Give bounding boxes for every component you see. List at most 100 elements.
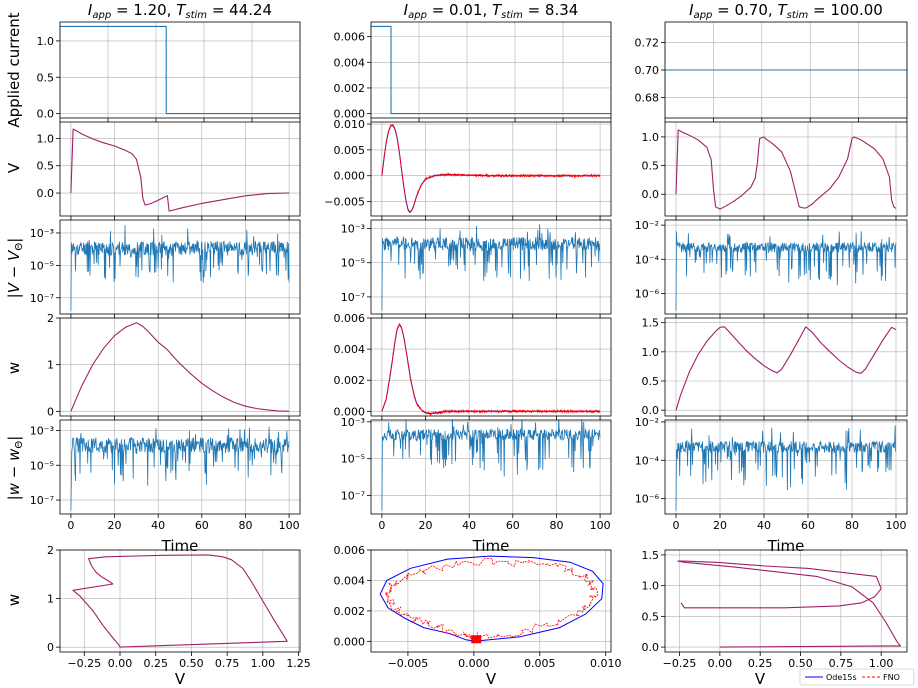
xlabel-time-3: Time [767,537,805,555]
panel-verr-1: 10⁻³ 10⁻⁵ 10⁻⁷ [30,219,301,318]
y-tick-label: 0.0 [642,404,660,417]
y-tick-label: 10⁻³ [341,223,365,236]
y-tick-label: 10⁻⁶ [635,287,660,300]
y-tick-label: 0.5 [642,160,660,173]
column-title-2: Iapp = 0.01, Tstim = 8.34 [404,1,579,21]
axes-frame [370,121,612,217]
axes-frame [664,317,908,417]
x-tick-label: 0.005 [524,657,556,670]
panel-phase-3: −0.25 0.00 0.25 0.50 0.75 1.00 0.0 0.5 1.0 1.5 [642,549,908,670]
x-tick-label: 0.50 [788,657,813,670]
plot-area [70,128,290,212]
error-series [675,425,897,511]
error-series [381,224,601,311]
x-tick-label: −0.25 [67,657,101,670]
panel-w-1: 0 1 2 [47,312,301,420]
y-tick-label: 0.5 [37,160,55,173]
x-tick-label: 0 [673,519,680,532]
axes-frame [664,219,908,315]
y-tick-label: 10⁻² [635,219,659,232]
plot-area [381,124,601,214]
xlabel-time-2: Time [472,537,510,555]
panel-current-3: 0.68 0.70 0.72 [635,21,908,122]
error-series [70,225,290,311]
x-tick-label: 0.75 [215,657,240,670]
panel-verr-3: 10⁻² 10⁻⁴ 10⁻⁶ [635,219,908,318]
panel-grid: 0.0 0.5 1.0 0.0000.0020.0040.0060.680.700.7… [30,21,908,670]
y-tick-label: 0.0 [642,188,660,201]
xlabel-phase-v-1: V [175,670,186,688]
y-tick-label: 10⁻⁵ [341,257,365,270]
y-tick-label: 10⁻⁵ [30,459,54,472]
error-series [70,426,290,511]
series-ode15s [381,323,601,415]
series-line [72,554,288,648]
y-tick-label: 0.002 [334,82,366,95]
panel-phase-1: −0.25 0.00 0.25 0.50 0.75 1.00 1.25 0 1 2 [47,544,311,670]
y-tick-label: 1 [47,359,54,372]
plot-area [70,225,290,311]
series-fno [381,323,601,416]
fno-cluster [471,635,482,644]
y-tick-label: 0.006 [334,31,366,44]
series-line [371,25,611,115]
ylabel-w-error: |w − wΘ| [5,436,25,501]
plot-area [677,560,902,648]
x-tick-label: 100 [279,519,300,532]
y-tick-label: 0.002 [334,605,366,618]
series-line [70,128,290,212]
x-tick-label: 0.75 [829,657,854,670]
x-tick-label: 20 [713,519,727,532]
series-line [70,322,290,412]
axes-frame [59,549,301,653]
panel-v-1: 0.0 0.5 1.0 [37,121,301,220]
axes-frame [59,419,301,515]
series-line [675,326,897,411]
panel-werr-1: 0 20 40 60 80 100 10⁻³ 10⁻⁵ 10⁻⁷ [30,419,301,532]
x-tick-label: 1.25 [286,657,311,670]
axes-frame [664,21,908,119]
series-line [60,25,300,115]
y-tick-label: 0.006 [334,312,366,325]
y-tick-label: 0.0 [37,108,55,121]
plot-area [60,25,300,115]
y-tick-label: 1.0 [642,131,660,144]
x-tick-label: 80 [845,519,859,532]
x-tick-label: 40 [462,519,476,532]
ylabel-w: w [5,362,23,374]
axes-frame [59,21,301,119]
plot-area [675,425,897,511]
plot-area [381,420,601,511]
panel-current-2: 0.000 0.002 0.004 0.006 [334,21,612,122]
panel-w-3: 0.0 0.5 1.0 1.5 [642,317,908,420]
x-tick-label: 0.25 [748,657,773,670]
y-tick-label: 1 [47,593,54,606]
x-tick-label: 0.010 [590,657,622,670]
y-tick-label: 0.5 [642,610,660,623]
x-tick-label: 20 [419,519,433,532]
y-tick-label: 2 [47,312,54,325]
y-tick-label: 0.000 [334,635,366,648]
error-series [381,420,601,511]
y-tick-label: 0.68 [635,91,660,104]
axes-frame [370,549,612,653]
y-tick-label: 0.010 [334,118,366,131]
plot-area [371,25,611,115]
y-tick-label: 1.5 [642,317,660,330]
ylabel-v: V [5,162,23,173]
panel-v-3: 0.0 0.5 1.0 [642,121,908,220]
x-tick-label: 60 [801,519,815,532]
y-tick-label: 10⁻⁵ [30,259,54,272]
y-tick-label: 0.006 [334,544,366,557]
plot-area [675,326,897,411]
y-tick-label: 0.000 [334,405,366,418]
y-tick-label: 2 [47,544,54,557]
x-tick-label: 80 [238,519,252,532]
panel-phase-2: −0.005 0.000 0.005 0.010 0.000 0.002 0.004 0.00… [334,544,622,670]
panel-verr-2: 10⁻³ 10⁻⁵ 10⁻⁷ [341,219,612,318]
x-tick-label: 0.00 [108,657,133,670]
x-tick-label: 0 [378,519,385,532]
plot-area [379,555,604,644]
y-tick-label: 1.0 [642,346,660,359]
axes-frame [59,317,301,417]
